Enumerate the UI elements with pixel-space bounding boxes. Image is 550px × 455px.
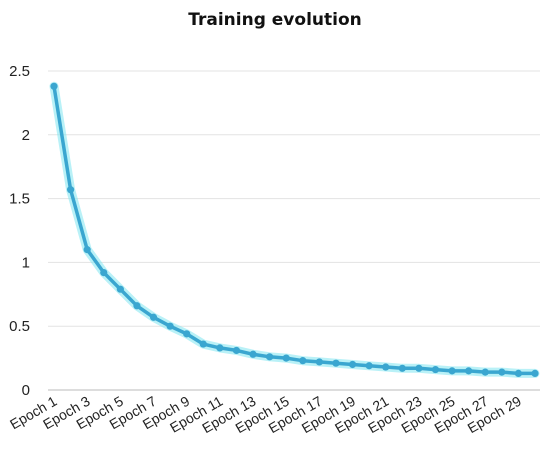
y-axis-ticks: 0 0.5 1 1.5 2 2.5 bbox=[9, 63, 30, 399]
data-point bbox=[514, 369, 523, 378]
data-point bbox=[149, 313, 158, 321]
data-point bbox=[166, 322, 174, 330]
data-point bbox=[83, 246, 91, 254]
data-point bbox=[498, 368, 506, 376]
data-point bbox=[249, 350, 257, 358]
data-point bbox=[66, 186, 75, 194]
data-point bbox=[348, 360, 357, 369]
y-tick-label: 0 bbox=[22, 382, 30, 399]
data-point bbox=[183, 330, 191, 338]
gridlines bbox=[48, 70, 540, 391]
data-point bbox=[431, 365, 440, 374]
data-point bbox=[481, 368, 489, 376]
data-point bbox=[365, 362, 373, 370]
data-point bbox=[232, 346, 241, 355]
y-tick-label: 2 bbox=[22, 127, 30, 144]
data-point bbox=[50, 82, 58, 90]
data-point bbox=[216, 344, 224, 352]
data-point bbox=[398, 364, 406, 372]
chart-title: Training evolution bbox=[188, 10, 362, 30]
y-tick-label: 1 bbox=[22, 254, 30, 271]
y-tick-label: 1.5 bbox=[9, 191, 30, 208]
series-line bbox=[52, 84, 537, 376]
series-group bbox=[49, 81, 540, 378]
data-point bbox=[315, 358, 323, 366]
data-point bbox=[382, 363, 390, 371]
data-point bbox=[116, 285, 124, 293]
data-point bbox=[266, 353, 274, 361]
data-point bbox=[465, 367, 473, 375]
data-point bbox=[332, 359, 340, 367]
data-point bbox=[415, 364, 423, 372]
data-point bbox=[448, 367, 456, 375]
data-point bbox=[199, 340, 207, 348]
data-point bbox=[133, 302, 141, 310]
series-glow bbox=[49, 81, 540, 378]
data-point bbox=[282, 354, 290, 362]
y-tick-label: 2.5 bbox=[9, 63, 30, 80]
data-point bbox=[299, 357, 307, 365]
data-point bbox=[100, 269, 108, 277]
data-point bbox=[531, 369, 539, 378]
y-tick-label: 0.5 bbox=[9, 318, 30, 335]
